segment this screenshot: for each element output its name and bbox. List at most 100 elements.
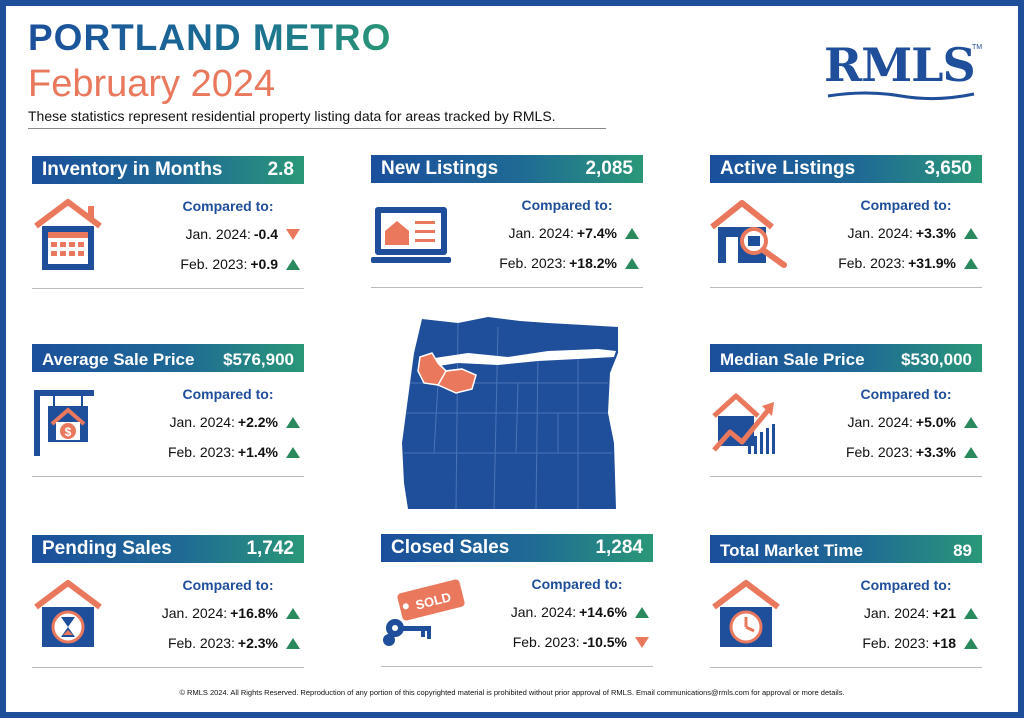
up-arrow-icon: [964, 416, 978, 428]
card-banner: Total Market Time 89: [710, 535, 982, 563]
comparison-period: Jan. 2024:: [508, 225, 574, 241]
card-divider: [32, 288, 304, 289]
comparison-period: Feb. 2023:: [499, 255, 567, 271]
comparison-value: +2.2%: [237, 414, 278, 430]
compared-to-label: Compared to:: [531, 576, 623, 592]
compared-to-label: Compared to:: [521, 197, 613, 213]
house-clock-icon: [712, 580, 780, 647]
comparison-period: Feb. 2023:: [862, 635, 930, 651]
page-subtitle: These statistics represent residential p…: [28, 108, 556, 124]
up-arrow-icon: [625, 227, 639, 239]
card-value: 1,284: [595, 537, 643, 558]
comparison-row-feb: Feb. 2023: +1.4%: [168, 444, 300, 460]
card-banner: Closed Sales 1,284: [381, 534, 653, 562]
comparison-value: +14.6%: [579, 604, 627, 620]
comparison-row-feb: Feb. 2023: -10.5%: [513, 634, 649, 650]
report-period: February 2024: [28, 63, 276, 105]
card-label: Median Sale Price: [720, 350, 865, 369]
card-value: $530,000: [901, 350, 972, 369]
card-divider: [710, 287, 982, 288]
rmls-logo: RMLS: [824, 38, 976, 92]
page-title: PORTLAND METRO: [28, 17, 392, 58]
card-banner: Inventory in Months 2.8: [32, 156, 304, 184]
card-average-sale-price: Average Sale Price $576,900 $ Compared t…: [32, 344, 304, 484]
comparison-row-jan: Jan. 2024: +7.4%: [509, 225, 639, 241]
card-active-listings: Active Listings 3,650 Compared to: Jan. …: [710, 155, 982, 295]
card-banner: New Listings 2,085: [371, 155, 643, 183]
comparison-value: +3.3%: [915, 225, 956, 241]
comparison-value: +7.4%: [576, 225, 617, 241]
card-value: 89: [953, 541, 972, 560]
comparison-period: Jan. 2024:: [863, 605, 930, 621]
comparison-value: +1.4%: [237, 444, 278, 460]
card-label: Active Listings: [720, 158, 856, 179]
card-label: Total Market Time: [720, 541, 863, 560]
comparison-period: Jan. 2024:: [510, 604, 577, 620]
card-divider: [371, 287, 643, 288]
card-label: Pending Sales: [42, 538, 172, 559]
card-total-market-time: Total Market Time 89 Compared to: Jan. 2…: [710, 535, 982, 675]
comparison-period: Jan. 2024:: [169, 414, 235, 430]
house-hourglass-icon: [34, 580, 102, 647]
up-arrow-icon: [625, 257, 639, 269]
compared-to-label: Compared to:: [860, 197, 952, 213]
comparison-value: +0.9: [250, 256, 278, 272]
card-banner: Median Sale Price $530,000: [710, 344, 982, 372]
card-divider: [710, 476, 982, 477]
comparison-period: Jan. 2024:: [847, 225, 913, 241]
comparison-row-jan: Jan. 2024: +14.6%: [511, 604, 649, 620]
down-arrow-icon: [286, 228, 300, 240]
comparison-value: -0.4: [253, 226, 278, 242]
up-arrow-icon: [286, 446, 300, 458]
up-arrow-icon: [964, 607, 978, 619]
comparison-value: +18.2%: [569, 255, 617, 271]
compared-to-label: Compared to:: [182, 198, 274, 214]
comparison-value: +18: [932, 635, 956, 651]
comparison-row-jan: Jan. 2024: +2.2%: [170, 414, 300, 430]
up-arrow-icon: [286, 416, 300, 428]
compared-to-label: Compared to:: [182, 386, 274, 402]
comparison-period: Feb. 2023:: [167, 635, 235, 651]
up-arrow-icon: [964, 446, 978, 458]
sold-tag-keys-icon: SOLD: [383, 579, 465, 646]
oregon-county-map: [402, 317, 618, 510]
card-divider: [381, 666, 653, 667]
comparison-period: Feb. 2023:: [838, 255, 906, 271]
comparison-value: +31.9%: [908, 255, 956, 271]
comparison-period: Jan. 2024:: [161, 605, 228, 621]
card-new-listings: New Listings 2,085 Compared to: Jan. 202…: [371, 155, 643, 295]
card-divider: [710, 667, 982, 668]
comparison-value: +5.0%: [915, 414, 956, 430]
comparison-value: +21: [932, 605, 956, 621]
comparison-row-feb: Feb. 2023: +2.3%: [168, 635, 300, 651]
comparison-period: Feb. 2023:: [512, 634, 580, 650]
up-arrow-icon: [964, 257, 978, 269]
comparison-row-feb: Feb. 2023: +0.9: [180, 256, 300, 272]
up-arrow-icon: [286, 258, 300, 270]
card-closed-sales: Closed Sales 1,284 SOLD Compared to: Jan…: [381, 534, 653, 674]
up-arrow-icon: [286, 607, 300, 619]
comparison-row-jan: Jan. 2024: +16.8%: [162, 605, 300, 621]
card-label: Closed Sales: [391, 537, 510, 558]
card-value: 2.8: [267, 159, 294, 180]
up-arrow-icon: [635, 606, 649, 618]
card-value: $576,900: [223, 350, 294, 369]
subtitle-divider: [28, 128, 606, 129]
down-arrow-icon: [635, 636, 649, 648]
card-pending-sales: Pending Sales 1,742 Compared to: Jan. 20…: [32, 535, 304, 675]
comparison-row-jan: Jan. 2024: -0.4: [185, 226, 300, 242]
comparison-value: -10.5%: [582, 634, 627, 650]
house-magnifier-icon: [710, 200, 787, 268]
comparison-period: Jan. 2024:: [185, 226, 251, 242]
comparison-value: +3.3%: [915, 444, 956, 460]
laptop-listing-icon: [371, 207, 451, 263]
comparison-period: Feb. 2023:: [167, 444, 235, 460]
copyright-footer: © RMLS 2024. All Rights Reserved. Reprod…: [179, 688, 845, 697]
logo-swoosh-icon: [827, 91, 975, 101]
card-median-sale-price: Median Sale Price $530,000 Compared to: …: [710, 344, 982, 484]
house-price-sign-icon: $: [34, 390, 94, 456]
compared-to-label: Compared to:: [860, 386, 952, 402]
comparison-value: +2.3%: [237, 635, 278, 651]
comparison-row-feb: Feb. 2023: +3.3%: [846, 444, 978, 460]
svg-text:$: $: [65, 425, 72, 439]
